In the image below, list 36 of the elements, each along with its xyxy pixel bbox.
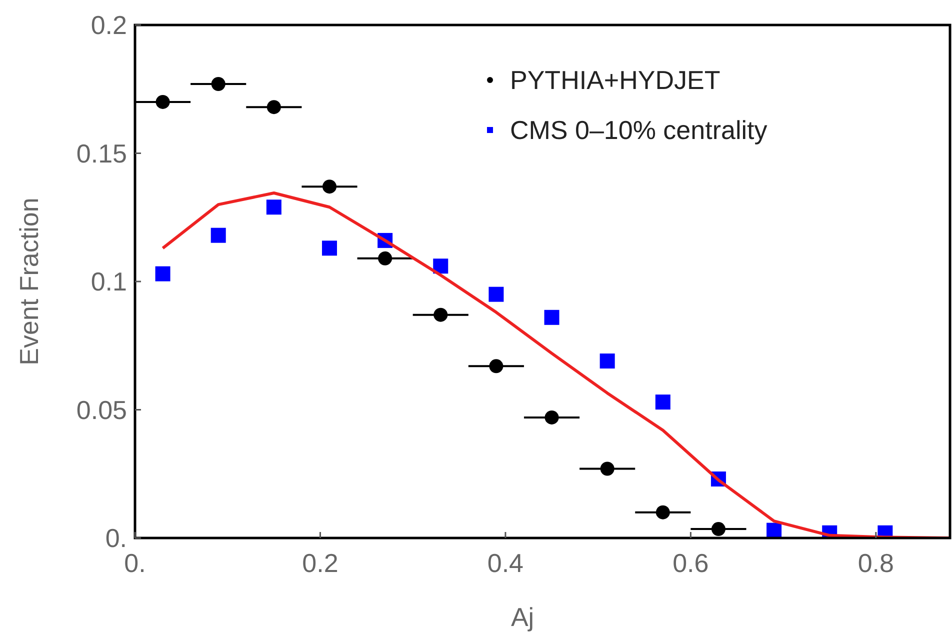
y-tick-label: 0.1	[90, 266, 127, 297]
x-axis-title: Aj	[510, 602, 534, 632]
line-series	[161, 192, 950, 538]
x-tick-label: 0.	[124, 548, 146, 578]
x-tick-label: 0.2	[302, 548, 338, 578]
point	[433, 258, 448, 274]
point	[655, 394, 670, 410]
point	[600, 462, 614, 476]
point	[211, 76, 226, 91]
x-tick-label: 0.4	[487, 548, 524, 578]
y-tick-label: 0.2	[90, 10, 127, 40]
point	[155, 266, 170, 282]
y-tick-label: 0.05	[76, 394, 127, 425]
point	[378, 251, 392, 266]
point	[711, 522, 726, 536]
point	[544, 310, 560, 325]
y-tick-label: 0.15	[76, 138, 127, 168]
y-tick-label: 0.	[105, 523, 127, 554]
point	[488, 286, 504, 302]
point	[544, 410, 559, 424]
x-tick-label: 0.6	[672, 548, 709, 578]
point	[210, 228, 226, 243]
x-tick-label: 0.8	[858, 548, 894, 578]
y-axis-title: Event Fraction	[14, 198, 44, 366]
point	[766, 522, 782, 538]
point	[434, 308, 448, 322]
point	[600, 354, 615, 369]
point	[266, 100, 281, 114]
point	[489, 359, 504, 374]
point	[156, 94, 170, 109]
point	[266, 200, 282, 215]
point	[322, 180, 336, 194]
legend-label: PYTHIA+HYDJET	[510, 65, 720, 96]
point	[656, 505, 670, 520]
point	[322, 240, 337, 256]
legend-label: CMS 0–10% centrality	[510, 115, 768, 146]
